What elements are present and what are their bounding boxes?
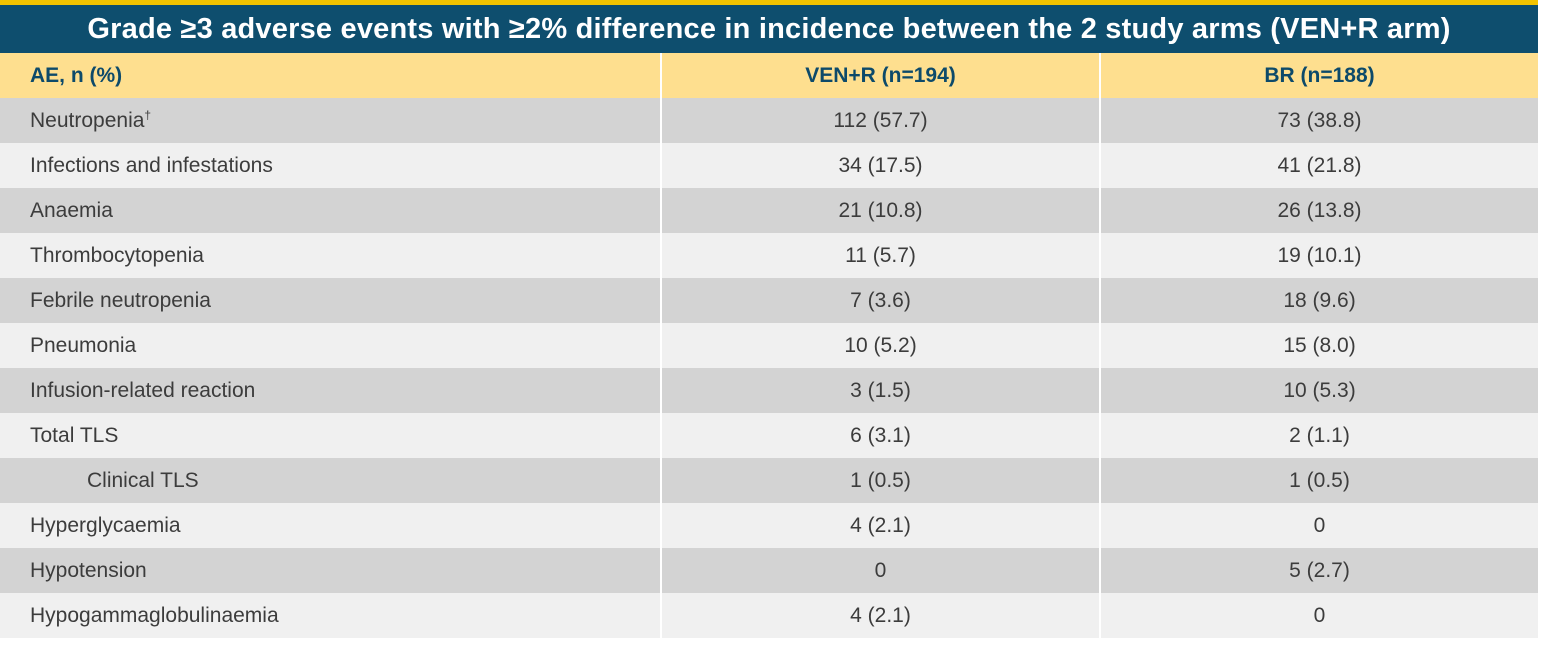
table-row: Neutropenia† 112 (57.7) 73 (38.8) <box>0 98 1538 143</box>
table-row: Hyperglycaemia 4 (2.1) 0 <box>0 503 1538 548</box>
table-row: Thrombocytopenia 11 (5.7) 19 (10.1) <box>0 233 1538 278</box>
ae-label: Infusion-related reaction <box>0 368 661 413</box>
ae-label: Clinical TLS <box>0 458 661 503</box>
ae-label-text: Infusion-related reaction <box>30 378 256 402</box>
header-br: BR (n=188) <box>1099 53 1538 98</box>
table-row: Hypogammaglobulinaemia 4 (2.1) 0 <box>0 593 1538 638</box>
ae-label: Hyperglycaemia <box>0 503 661 548</box>
ae-label: Infections and infestations <box>0 143 661 188</box>
ae-label: Hypogammaglobulinaemia <box>0 593 661 638</box>
table-header-row: AE, n (%) VEN+R (n=194) BR (n=188) <box>0 53 1538 98</box>
table-row: Anaemia 21 (10.8) 26 (13.8) <box>0 188 1538 233</box>
ae-label: Thrombocytopenia <box>0 233 661 278</box>
br-value: 19 (10.1) <box>1099 233 1538 278</box>
footnote-marker: † <box>144 107 152 122</box>
br-value: 5 (2.7) <box>1099 548 1538 593</box>
ae-label-text: Hypotension <box>30 558 147 582</box>
br-value: 15 (8.0) <box>1099 323 1538 368</box>
ae-label-text: Clinical TLS <box>87 468 199 492</box>
br-value: 73 (38.8) <box>1099 98 1538 143</box>
table-row: Febrile neutropenia 7 (3.6) 18 (9.6) <box>0 278 1538 323</box>
br-value: 10 (5.3) <box>1099 368 1538 413</box>
ae-label-text: Pneumonia <box>30 333 137 357</box>
br-value: 0 <box>1099 593 1538 638</box>
ae-label: Pneumonia <box>0 323 661 368</box>
br-value: 1 (0.5) <box>1099 458 1538 503</box>
venr-value: 0 <box>660 548 1100 593</box>
br-value: 26 (13.8) <box>1099 188 1538 233</box>
table-body: Neutropenia† 112 (57.7) 73 (38.8) Infection… <box>0 98 1538 638</box>
ae-table-figure: Grade ≥3 adverse events with ≥2% differe… <box>0 0 1538 638</box>
table-title: Grade ≥3 adverse events with ≥2% differe… <box>0 5 1538 53</box>
ae-label-text: Total TLS <box>30 423 119 447</box>
table-row: Infusion-related reaction 3 (1.5) 10 (5.3) <box>0 368 1538 413</box>
ae-label: Neutropenia† <box>0 98 661 143</box>
adverse-events-table: AE, n (%) VEN+R (n=194) BR (n=188) Neutr… <box>0 53 1538 638</box>
venr-value: 112 (57.7) <box>660 98 1100 143</box>
ae-label-text: Thrombocytopenia <box>30 243 204 267</box>
table-row: Total TLS 6 (3.1) 2 (1.1) <box>0 413 1538 458</box>
ae-label-text: Anaemia <box>30 198 113 222</box>
venr-value: 1 (0.5) <box>660 458 1100 503</box>
ae-label-text: Hyperglycaemia <box>30 513 181 537</box>
br-value: 2 (1.1) <box>1099 413 1538 458</box>
ae-label-text: Neutropenia <box>30 108 145 132</box>
table-row: Hypotension 0 5 (2.7) <box>0 548 1538 593</box>
ae-label: Hypotension <box>0 548 661 593</box>
ae-label: Total TLS <box>0 413 661 458</box>
table-row: Clinical TLS 1 (0.5) 1 (0.5) <box>0 458 1538 503</box>
venr-value: 7 (3.6) <box>660 278 1100 323</box>
header-venr: VEN+R (n=194) <box>660 53 1100 98</box>
venr-value: 21 (10.8) <box>660 188 1100 233</box>
venr-value: 34 (17.5) <box>660 143 1100 188</box>
ae-label-text: Hypogammaglobulinaemia <box>30 603 279 627</box>
br-value: 18 (9.6) <box>1099 278 1538 323</box>
table-row: Infections and infestations 34 (17.5) 41 (… <box>0 143 1538 188</box>
ae-label: Anaemia <box>0 188 661 233</box>
br-value: 41 (21.8) <box>1099 143 1538 188</box>
venr-value: 11 (5.7) <box>660 233 1100 278</box>
venr-value: 4 (2.1) <box>660 503 1100 548</box>
header-ae: AE, n (%) <box>30 63 123 87</box>
venr-value: 6 (3.1) <box>660 413 1100 458</box>
accent-line <box>0 0 1538 5</box>
venr-value: 10 (5.2) <box>660 323 1100 368</box>
venr-value: 3 (1.5) <box>660 368 1100 413</box>
table-row: Pneumonia 10 (5.2) 15 (8.0) <box>0 323 1538 368</box>
ae-label: Febrile neutropenia <box>0 278 661 323</box>
venr-value: 4 (2.1) <box>660 593 1100 638</box>
ae-label-text: Febrile neutropenia <box>30 288 211 312</box>
br-value: 0 <box>1099 503 1538 548</box>
ae-label-text: Infections and infestations <box>30 153 273 177</box>
